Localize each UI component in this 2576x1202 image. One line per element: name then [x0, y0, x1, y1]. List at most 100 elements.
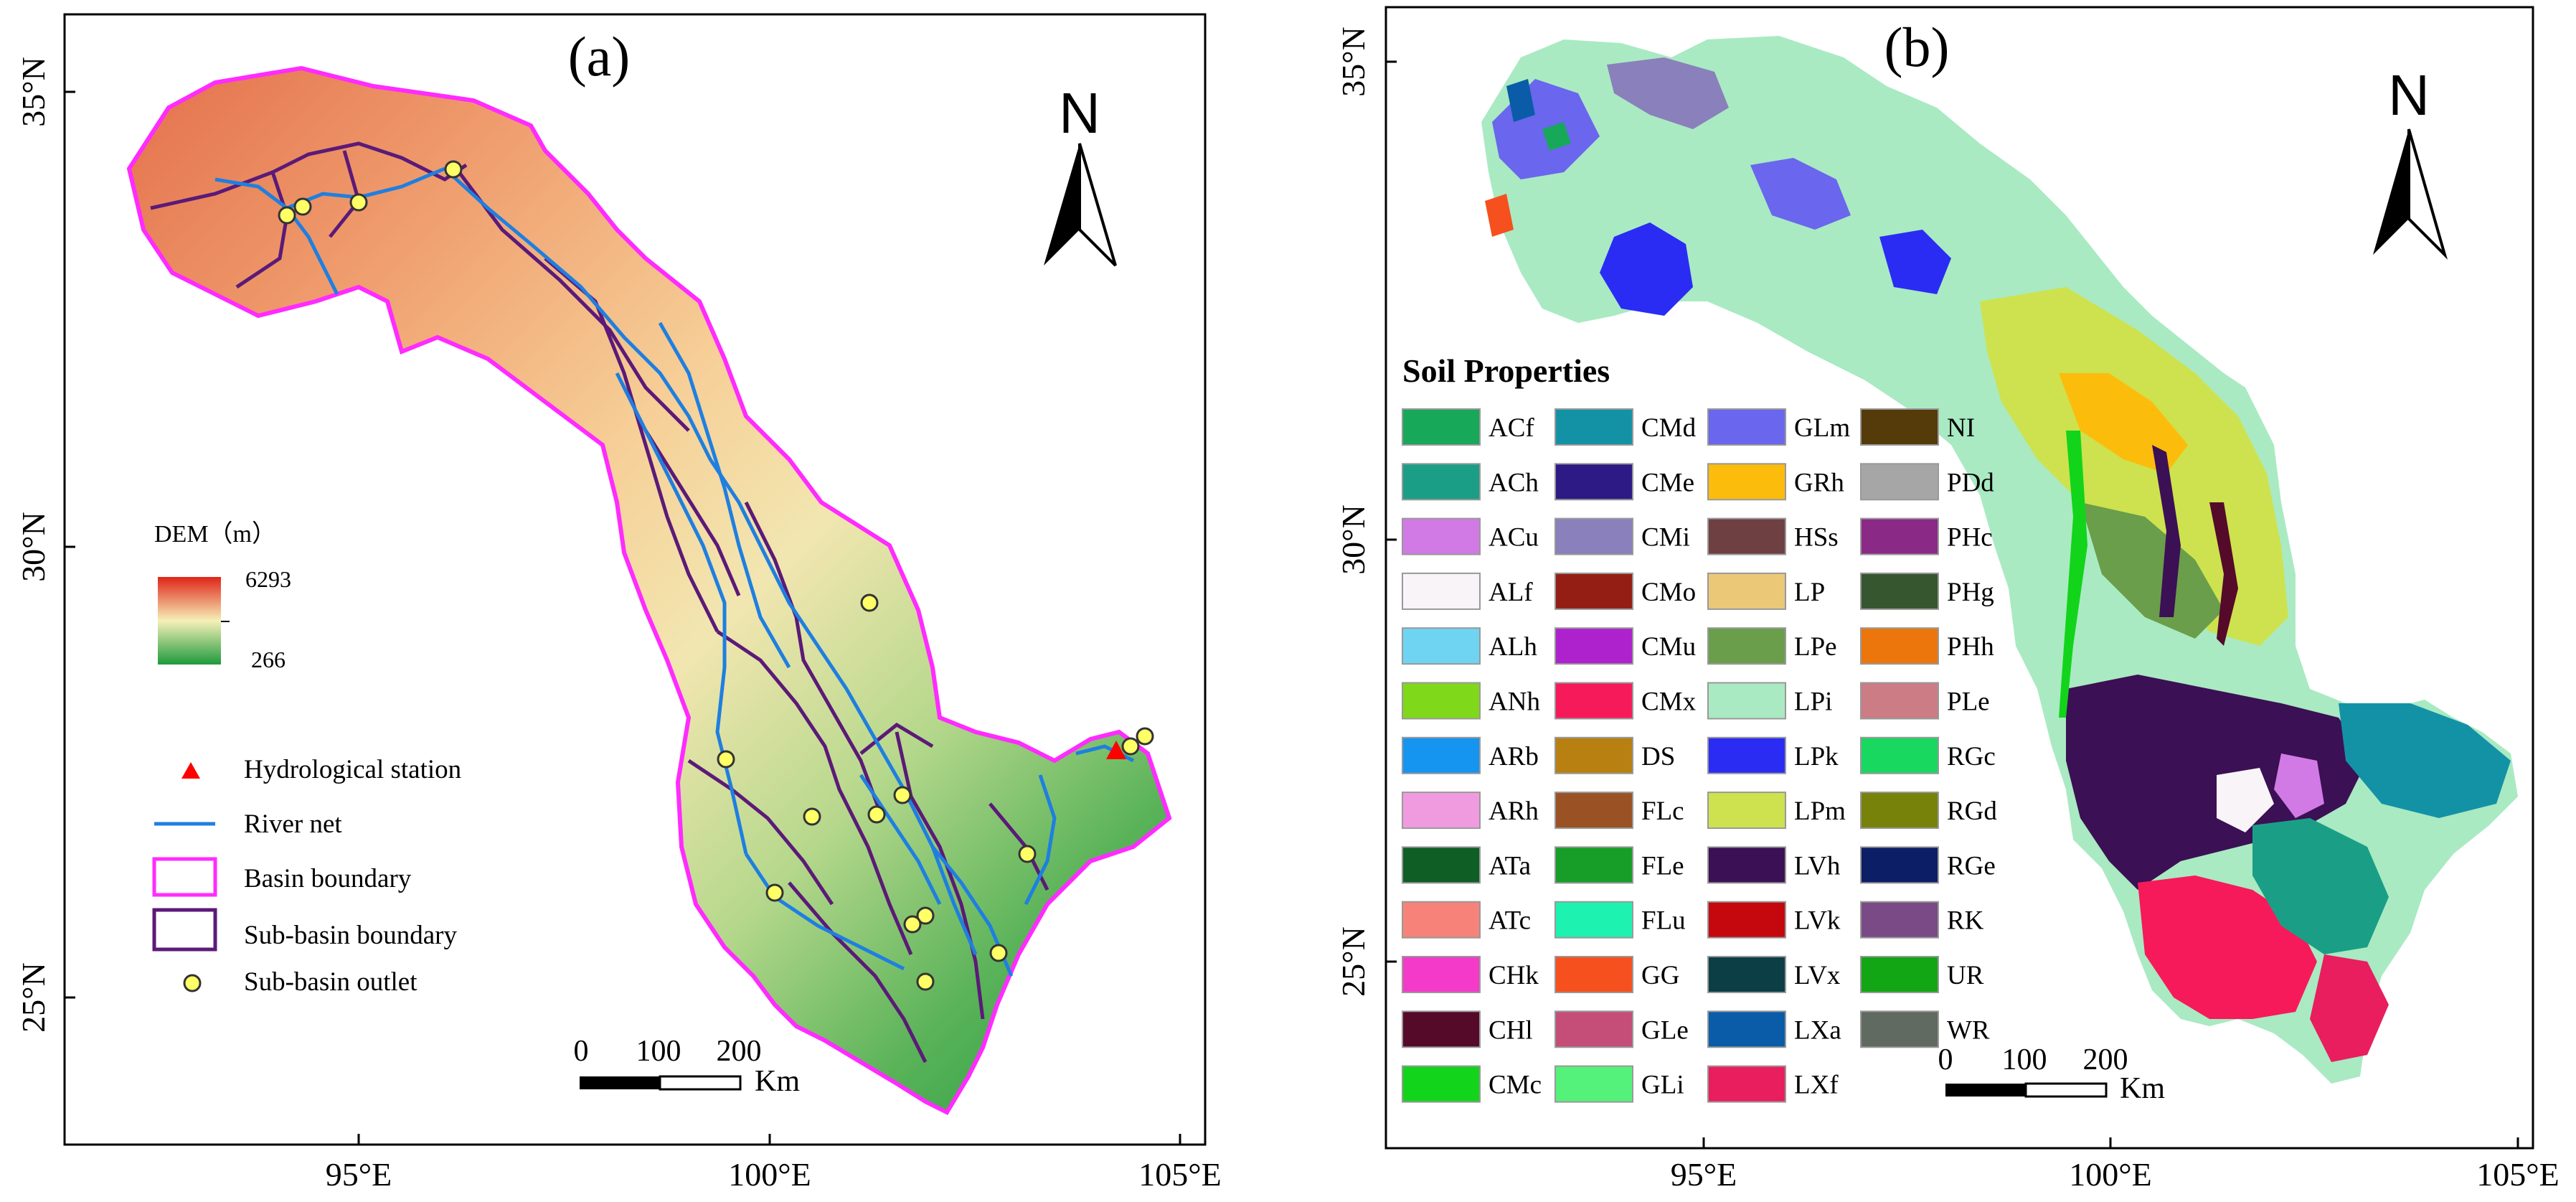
sub-basin-outlet: [989, 944, 1008, 962]
north-label: N: [2388, 63, 2430, 127]
soil-legend-label: PHc: [1947, 523, 1993, 553]
soil-legend-label: CMu: [1641, 632, 1696, 662]
soil-legend-items: ACf ACh ACu ALf ALh ANh ARb ARh ATa ATc CHk CHl CMc C…: [1402, 408, 1997, 1103]
soil-legend-swatch: [1402, 682, 1481, 720]
soil-legend-label: CMo: [1641, 578, 1696, 607]
soil-legend-swatch: [1707, 517, 1786, 555]
dem-max-label: 6293: [245, 566, 291, 592]
legend-circle-icon: [183, 974, 202, 992]
soil-legend-swatch: [1707, 1065, 1786, 1103]
soil-legend-swatch: [1860, 408, 1939, 446]
soil-legend-swatch: [1860, 1010, 1939, 1048]
panel-a: (a): [15, 13, 1222, 1193]
soil-legend-label: RGd: [1947, 797, 1997, 826]
scale-unit: Km: [2120, 1072, 2165, 1105]
soil-legend-label: PLe: [1947, 687, 1990, 717]
sub-basin-outlet: [916, 972, 935, 991]
panel-a-lon-tick: 95°E: [326, 1156, 392, 1193]
soil-legend-swatch: [1554, 572, 1633, 610]
soil-legend-label: ACf: [1488, 413, 1534, 443]
scale-tick-label: 0: [1938, 1043, 1953, 1076]
soil-legend-label: LP: [1794, 578, 1825, 607]
soil-legend-label: LPe: [1794, 632, 1837, 662]
soil-legend-label: GLi: [1641, 1071, 1684, 1100]
soil-legend-label: PHh: [1947, 632, 1994, 662]
soil-legend-label: FLu: [1641, 906, 1686, 936]
soil-legend-swatch: [1402, 627, 1481, 665]
panel-a-lon-tick: 100°E: [728, 1156, 811, 1193]
north-arrow-icon: [1044, 143, 1117, 267]
soil-legend-label: CMe: [1641, 468, 1694, 497]
soil-legend-label: ALf: [1488, 578, 1533, 607]
sub-basin-outlet: [1121, 737, 1140, 756]
sub-basin-outlet: [860, 593, 879, 612]
soil-legend-label: ARb: [1488, 742, 1539, 771]
sub-basin-outlet: [278, 206, 296, 225]
panel-a-axis-ticks: [65, 90, 1181, 1145]
legend-triangle-icon: [181, 762, 200, 779]
soil-legend-swatch: [1860, 846, 1939, 884]
soil-legend-swatch: [1860, 736, 1939, 774]
panel-b-lon-tick: 105°E: [2476, 1156, 2560, 1193]
scale-unit: Km: [755, 1065, 800, 1098]
soil-legend-label: NI: [1947, 413, 1975, 443]
soil-legend-swatch: [1707, 1010, 1786, 1048]
soil-legend-swatch: [1402, 901, 1481, 939]
sub-basin-outlet: [765, 883, 784, 902]
soil-map: [1481, 36, 2518, 1084]
soil-legend-label: GRh: [1794, 468, 1844, 497]
soil-legend-swatch: [1554, 463, 1633, 501]
legend-label: Sub-basin boundary: [244, 921, 457, 950]
legend-box-icon: [152, 857, 217, 897]
north-label: N: [1059, 81, 1100, 145]
soil-legend-swatch: [1707, 792, 1786, 830]
soil-legend-swatch: [1860, 463, 1939, 501]
soil-legend-swatch: [1707, 572, 1786, 610]
panel-a-lat-tick: 25°N: [15, 962, 52, 1033]
soil-legend-swatch: [1554, 736, 1633, 774]
soil-legend-swatch: [1707, 901, 1786, 939]
soil-legend-swatch: [1860, 901, 1939, 939]
dem-legend-title: DEM（m）: [154, 520, 276, 548]
soil-legend-swatch: [1860, 627, 1939, 665]
hydrological-station-marker: [1106, 741, 1126, 759]
soil-legend-label: PHg: [1947, 578, 1994, 607]
scale-tick-label: 200: [717, 1035, 762, 1068]
panel-a-scale-bar: 0 100 200 Km: [574, 1035, 801, 1098]
panel-b-scale-bar: 0 100 200 Km: [1938, 1043, 2166, 1105]
soil-legend-swatch: [1860, 517, 1939, 555]
sub-basin-outlet: [444, 160, 463, 179]
soil-legend-swatch: [1707, 682, 1786, 720]
sub-basin-outlet: [1018, 845, 1037, 863]
soil-legend-label: GG: [1641, 961, 1679, 990]
soil-legend-swatch: [1554, 901, 1633, 939]
soil-legend-title: Soil Properties: [1402, 352, 1610, 389]
soil-legend-label: RGc: [1947, 742, 1996, 771]
dem-min-label: 266: [251, 647, 286, 672]
soil-legend-label: LPk: [1794, 742, 1839, 771]
soil-legend-swatch: [1402, 736, 1481, 774]
soil-legend-swatch: [1860, 956, 1939, 993]
sub-basin-outlet: [867, 805, 886, 824]
panel-a-lon-tick: 105°E: [1138, 1156, 1222, 1193]
panel-b: (b): [1335, 6, 2560, 1193]
dem-color-bar: [158, 577, 221, 665]
legend-label: River net: [244, 809, 342, 839]
sub-basin-outlet: [916, 906, 935, 925]
panel-b-lon-tick: 100°E: [2069, 1156, 2152, 1193]
soil-legend-swatch: [1402, 408, 1481, 446]
soil-legend-label: CMi: [1641, 523, 1690, 553]
soil-legend-swatch: [1707, 736, 1786, 774]
scale-tick-label: 200: [2083, 1043, 2128, 1076]
dem-legend: DEM（m） 6293 266: [154, 520, 291, 672]
sub-basin-outlet: [803, 807, 821, 826]
basin-shape: [126, 65, 1172, 1115]
panel-b-lat-tick: 25°N: [1335, 926, 1372, 997]
soil-legend-label: ANh: [1488, 687, 1540, 717]
sub-basin-outlet: [903, 915, 922, 934]
north-arrow-icon: [2373, 128, 2448, 260]
soil-legend-label: UR: [1947, 961, 1984, 990]
soil-legend-label: GLe: [1641, 1015, 1689, 1045]
soil-legend-swatch: [1860, 572, 1939, 610]
sub-basin-outlet: [893, 786, 912, 804]
